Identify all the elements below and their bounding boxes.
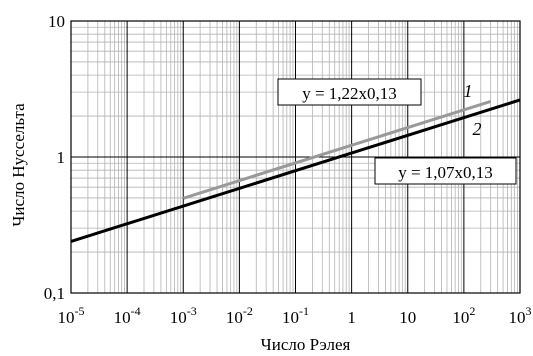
equation-box-series-2	[374, 157, 517, 185]
y-tick-label: 10	[48, 12, 65, 31]
x-tick-label: 10	[399, 308, 416, 327]
y-axis-title: Число Нуссельта	[9, 103, 28, 227]
y-tick-labels: 0,1 1 10	[44, 12, 65, 303]
equation-text-series-2: y = 1,07x0,13	[398, 163, 493, 182]
y-tick-label: 0,1	[44, 284, 65, 303]
major-grid	[71, 21, 520, 293]
x-tick-label: 103	[509, 304, 532, 327]
x-tick-labels: 10-5 10-4 10-3 10-2 10-1 1 10 102 103	[58, 304, 532, 327]
series-line-2	[70, 98, 521, 243]
x-tick-label: 10-1	[282, 304, 309, 327]
equation-box-series-1	[277, 78, 422, 106]
series-layer	[70, 98, 521, 243]
x-tick-label: 10-3	[170, 304, 197, 327]
x-tick-label: 10-4	[114, 304, 141, 327]
equation-text-series-1: y = 1,22x0,13	[302, 84, 397, 103]
x-tick-label: 10-5	[58, 304, 85, 327]
x-axis-title: Число Рэлея	[261, 335, 351, 354]
plot-frame	[70, 20, 521, 294]
curve-label-2: 2	[473, 119, 482, 139]
y-tick-label: 1	[57, 148, 66, 167]
x-tick-label: 102	[452, 304, 475, 327]
x-tick-label: 10-2	[226, 304, 253, 327]
equation-label-series-2: y = 1,07x0,13	[374, 157, 517, 185]
x-tick-label: 1	[347, 308, 356, 327]
equation-label-series-1: y = 1,22x0,13	[277, 78, 422, 106]
series-line-1	[182, 100, 492, 200]
curve-label-1: 1	[464, 81, 473, 101]
